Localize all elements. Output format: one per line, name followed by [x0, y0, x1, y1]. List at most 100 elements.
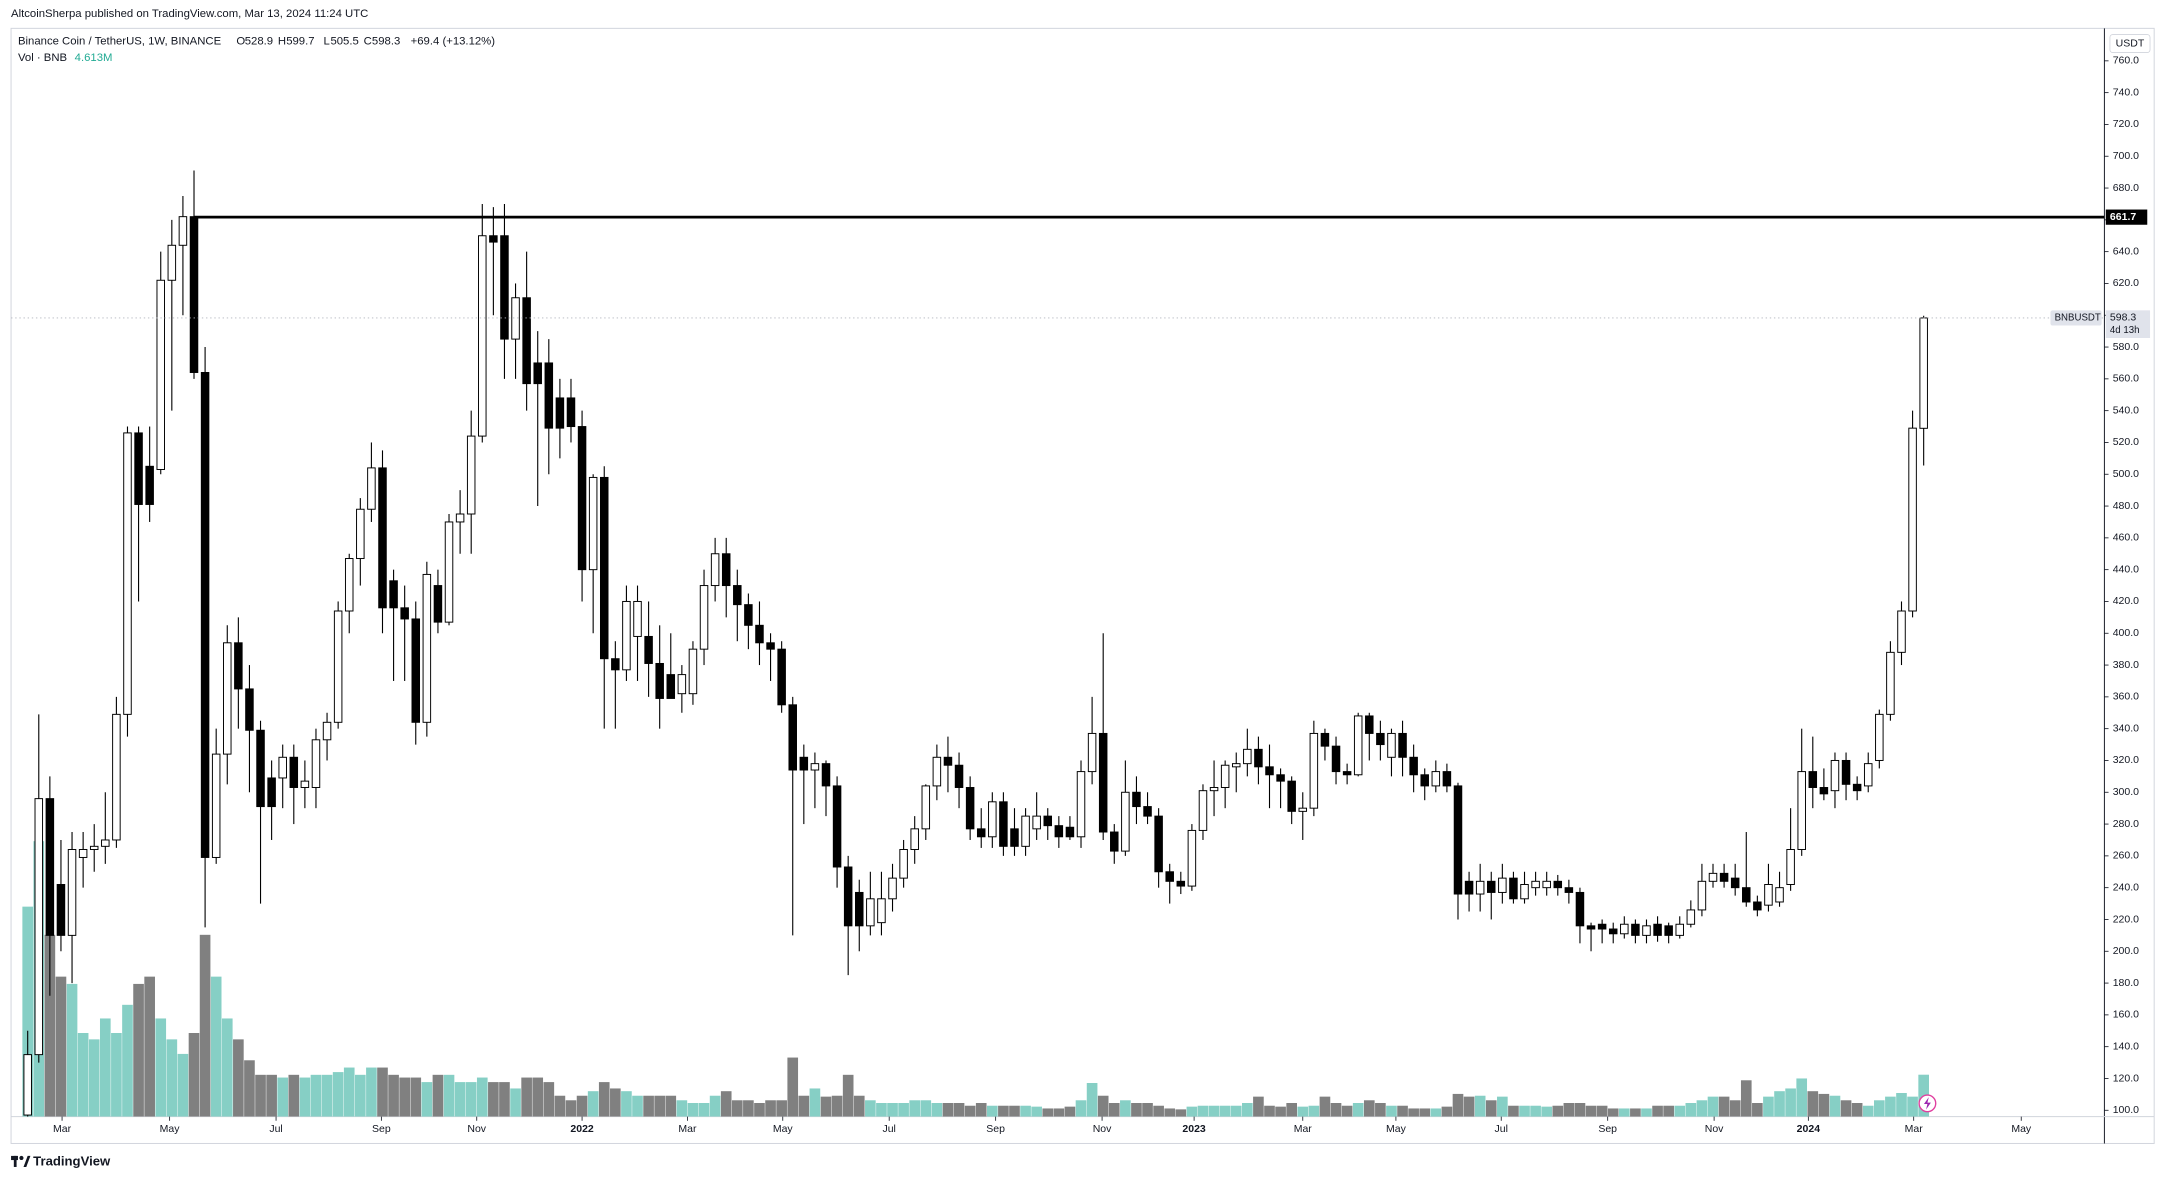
volume-bar: [920, 1100, 932, 1117]
candle-body: [1365, 715, 1374, 734]
volume-bar: [665, 1095, 677, 1117]
candle-body: [1642, 925, 1651, 936]
volume-bar: [277, 1077, 289, 1117]
volume-bar: [1740, 1080, 1752, 1117]
volume-bar: [743, 1100, 754, 1117]
volume-bar: [1419, 1108, 1431, 1117]
candle-body: [1387, 732, 1396, 758]
volume-bar: [1397, 1105, 1408, 1117]
volume-bar: [1663, 1105, 1674, 1117]
volume-bar: [986, 1105, 998, 1117]
y-tick-label: 620.0: [2113, 277, 2139, 289]
volume-bar: [1508, 1105, 1519, 1117]
x-tick-label: Mar: [1905, 1123, 1924, 1135]
candle-body: [1143, 806, 1152, 817]
volume-bar: [210, 976, 222, 1117]
x-tick-label: May: [2011, 1123, 2032, 1135]
candle-body: [1498, 877, 1507, 893]
candle-body: [1231, 763, 1241, 768]
candle-body: [1564, 887, 1574, 893]
candle-body: [1021, 815, 1030, 847]
candle-body: [1553, 880, 1563, 889]
volume-bar: [1153, 1105, 1164, 1117]
volume-bar: [1230, 1105, 1242, 1117]
candle-body: [1531, 880, 1540, 889]
y-tick-label: 540.0: [2113, 404, 2139, 416]
candle-body: [954, 764, 964, 788]
volume-bar: [22, 906, 34, 1117]
candle-body: [1841, 759, 1851, 785]
volume-bar: [1718, 1096, 1730, 1117]
volume-bar: [122, 1004, 133, 1117]
volume-bar: [1641, 1108, 1652, 1117]
candle-body: [1187, 829, 1197, 887]
y-tick-label: 580.0: [2113, 341, 2139, 353]
candle-body: [1686, 909, 1696, 925]
volume-bar: [144, 976, 155, 1117]
candle-body: [1265, 766, 1274, 776]
volume-bar: [1264, 1105, 1275, 1117]
volume-bar: [1131, 1103, 1142, 1117]
candle-body: [478, 235, 487, 437]
candle-body: [1010, 828, 1019, 847]
candle-body: [411, 618, 421, 723]
candle-body: [1753, 901, 1762, 911]
candle-body: [278, 756, 287, 779]
volume-bar: [255, 1074, 266, 1117]
y-tick-label: 480.0: [2113, 500, 2139, 512]
volume-bar: [709, 1095, 721, 1117]
y-tick-label: 700.0: [2113, 150, 2139, 162]
candle-body: [167, 244, 177, 281]
candle-body: [1032, 815, 1041, 830]
candle-body: [1442, 771, 1452, 787]
volume-bar: [654, 1095, 666, 1117]
y-tick-label: 460.0: [2113, 532, 2139, 544]
volume-bar: [66, 983, 78, 1117]
volume-bar: [1896, 1093, 1907, 1117]
candle-body: [1730, 877, 1740, 889]
volume-bar: [1186, 1106, 1198, 1117]
volume-bar: [565, 1100, 577, 1117]
candle-body: [1464, 880, 1474, 895]
volume-bar: [354, 1074, 366, 1117]
brand-label: TradingView: [33, 1154, 111, 1169]
candle-body: [1852, 783, 1862, 792]
volume-bar: [1596, 1105, 1608, 1117]
volume-bar: [1541, 1106, 1553, 1117]
candle-body: [777, 648, 786, 706]
candle-body: [1509, 877, 1518, 900]
volume-bar: [1053, 1108, 1065, 1117]
y-tick-label: 740.0: [2113, 86, 2139, 98]
volume-bar: [1563, 1103, 1575, 1117]
candle-body: [544, 362, 554, 429]
volume-bar: [1707, 1096, 1719, 1117]
candle-body: [988, 801, 997, 838]
level-tag: [2105, 209, 2148, 225]
volume-bar: [111, 1033, 122, 1117]
candle-body: [400, 607, 409, 620]
volume-bar: [1297, 1106, 1309, 1117]
y-tick-label: 200.0: [2113, 945, 2139, 957]
candle-body: [965, 787, 975, 830]
volume-bar: [621, 1091, 632, 1117]
close-value: 598.3: [372, 35, 400, 47]
volume-bar: [410, 1077, 422, 1117]
volume-bar: [1242, 1103, 1253, 1117]
volume-bar: [1208, 1105, 1220, 1117]
volume-bar: [909, 1100, 921, 1117]
candle-body: [755, 624, 764, 644]
volume-bar: [454, 1082, 466, 1117]
volume-bar: [343, 1067, 355, 1117]
volume-bar: [399, 1077, 410, 1117]
volume-bar: [1086, 1083, 1098, 1117]
candle-body: [1121, 791, 1130, 852]
volume-bar: [543, 1082, 555, 1117]
volume-bar: [421, 1082, 433, 1117]
y-tick-label: 520.0: [2113, 436, 2139, 448]
volume-bar: [798, 1095, 810, 1117]
volume-bar: [1064, 1106, 1076, 1117]
candle-body: [1110, 831, 1119, 852]
candle-body: [1708, 872, 1718, 882]
y-tick-label: 560.0: [2113, 373, 2139, 385]
candle-body: [1353, 715, 1363, 776]
